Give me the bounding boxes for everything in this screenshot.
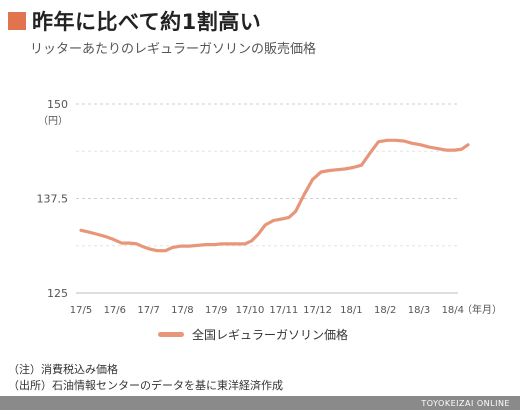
legend-label: 全国レギュラーガソリン価格 xyxy=(192,328,349,342)
footer-bar: TOYOKEIZAI ONLINE xyxy=(0,396,520,410)
series-line xyxy=(79,138,470,253)
x-tick-label: 17/12 xyxy=(303,305,332,316)
x-tick-label: 18/1 xyxy=(340,305,362,316)
y-unit-label: （円） xyxy=(38,115,68,127)
title-block: 昨年に比べて約1割高い xyxy=(8,6,261,36)
x-tick-label: 17/6 xyxy=(104,305,126,316)
y-tick-label: 137.5 xyxy=(37,193,69,206)
chart-title: 昨年に比べて約1割高い xyxy=(32,10,262,34)
x-tick-label: 17/7 xyxy=(137,305,159,316)
title-accent-square xyxy=(8,12,26,30)
x-tick-label: 17/9 xyxy=(205,305,227,316)
y-tick-label: 150 xyxy=(47,98,68,111)
x-tick-label: 17/5 xyxy=(70,305,92,316)
x-tick-label: 17/11 xyxy=(269,305,298,316)
legend: 全国レギュラーガソリン価格 xyxy=(158,326,348,343)
note-tax: （注）消費税込み価格 xyxy=(8,363,118,376)
x-unit-label: （年月） xyxy=(462,303,502,316)
x-tick-label: 18/4 xyxy=(442,305,464,316)
price-line-chart: 150 137.5 125 （円） 17/5 17/6 17/7 17/8 17/9 17/10 1… xyxy=(37,98,503,316)
note-source: （出所）石油情報センターのデータを基に東洋経済作成 xyxy=(8,379,283,392)
x-tick-label: 17/10 xyxy=(236,305,265,316)
footer-brand: TOYOKEIZAI ONLINE xyxy=(421,398,510,408)
legend-swatch xyxy=(158,332,184,337)
x-tick-label: 17/8 xyxy=(171,305,193,316)
x-tick-label: 18/2 xyxy=(374,305,396,316)
y-tick-label: 125 xyxy=(47,287,68,300)
chart-subtitle: リッターあたりのレギュラーガソリンの販売価格 xyxy=(30,42,317,57)
x-tick-label: 18/3 xyxy=(408,305,430,316)
